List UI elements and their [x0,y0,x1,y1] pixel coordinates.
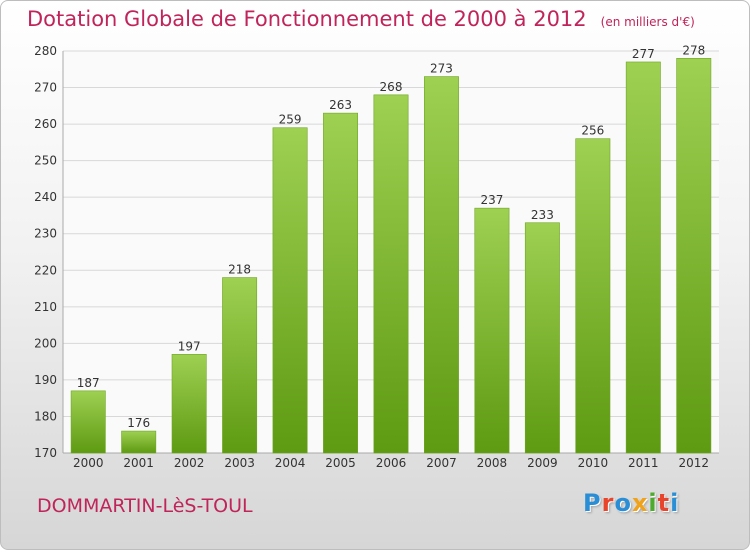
x-tick-label: 2007 [426,456,457,470]
chart-title: Dotation Globale de Fonctionnement de 20… [27,7,695,31]
bar [121,430,157,454]
bar [524,222,560,454]
x-tick-label: 2003 [224,456,255,470]
data-label: 197 [178,339,201,353]
data-label: 263 [329,98,352,112]
data-label: 187 [77,376,100,390]
x-tick-label: 2001 [123,456,154,470]
bar [575,138,611,454]
data-label: 256 [581,124,604,138]
x-tick-label: 2006 [376,456,407,470]
bar [373,94,409,454]
x-tick-label: 2000 [73,456,104,470]
x-tick-label: 2009 [527,456,558,470]
x-tick-label: 2005 [325,456,356,470]
y-tick-label: 230 [34,227,57,241]
data-label: 273 [430,62,453,76]
data-label: 277 [632,47,655,61]
x-tick-label: 2012 [678,456,709,470]
y-tick-label: 260 [34,117,57,131]
brand-letter: o [614,489,632,517]
bar [222,277,258,454]
bar [676,58,712,454]
y-tick-label: 240 [34,190,57,204]
data-label: 218 [228,263,251,277]
y-tick-label: 170 [34,446,57,460]
chart-title-text: Dotation Globale de Fonctionnement de 20… [27,7,587,31]
x-tick-label: 2004 [275,456,306,470]
bar [474,207,510,454]
data-label: 176 [127,416,150,430]
data-label: 268 [380,80,403,94]
bar [272,127,308,454]
brand-letter: x [631,489,649,517]
y-tick-label: 210 [34,300,57,314]
commune-name: DOMMARTIN-LèS-TOUL [37,495,253,517]
data-label: 278 [682,43,705,57]
x-tick-label: 2008 [477,456,508,470]
y-tick-label: 280 [34,44,57,58]
y-tick-label: 200 [34,336,57,350]
y-tick-label: 250 [34,154,57,168]
x-tick-label: 2011 [628,456,659,470]
x-tick-label: 2010 [578,456,609,470]
data-label: 259 [279,113,302,127]
brand-letter: i [648,489,658,517]
y-tick-label: 190 [34,373,57,387]
bar [70,390,106,454]
brand-letter: i [670,489,680,517]
unit-note: (en milliers d'€) [600,15,695,29]
bar [323,112,358,454]
data-label: 233 [531,208,554,222]
x-tick-label: 2002 [174,456,205,470]
y-tick-label: 220 [34,263,57,277]
y-tick-label: 180 [34,409,57,423]
brand-letter: r [601,489,615,517]
proxiti-logo: Proxiti [583,489,679,517]
data-label: 237 [480,193,503,207]
brand-letter: t [657,489,671,517]
bar [625,61,661,454]
y-tick-label: 270 [34,81,57,95]
bar [171,354,207,454]
brand-letter: P [583,489,602,517]
bar [424,76,459,454]
